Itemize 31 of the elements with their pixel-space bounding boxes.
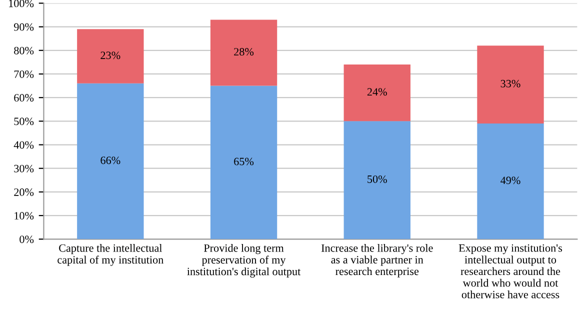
data-label: 23% <box>100 52 120 60</box>
data-label: 50% <box>368 175 387 183</box>
bar <box>344 121 410 240</box>
data-label: 24% <box>367 88 387 96</box>
x-tick-label: Capture the intellectual capital of my institution <box>58 244 164 266</box>
data-label: 33% <box>500 80 520 88</box>
data-label: 28% <box>234 48 254 56</box>
y-tick-label: 30% <box>14 164 34 172</box>
x-tick-label: Expose my institution's intellectual output to researchers around the world who would not otherwise have access <box>458 244 562 298</box>
bar <box>210 20 278 86</box>
y-tick-label: 10% <box>14 212 34 220</box>
x-tick-label: Provide long term preservation of my institution's digital output <box>187 244 301 278</box>
x-tick-label: Increase the library's role as a viable partner in research enterprise <box>321 244 433 278</box>
bar <box>77 29 144 84</box>
y-tick-label: 100% <box>9 0 34 8</box>
bar <box>477 124 544 240</box>
bar <box>77 83 144 240</box>
data-label: 66% <box>100 156 120 164</box>
y-tick-label: 20% <box>14 188 34 196</box>
y-tick-label: 40% <box>14 141 34 149</box>
y-tick-label: 0% <box>20 236 34 244</box>
bar <box>344 64 410 122</box>
y-tick-label: 80% <box>14 46 34 54</box>
bar <box>477 46 544 124</box>
y-tick-label: 60% <box>14 94 34 102</box>
y-tick-label: 50% <box>14 118 34 126</box>
data-label: 65% <box>234 158 254 166</box>
data-label: 49% <box>500 176 520 184</box>
y-tick-label: 90% <box>14 23 34 31</box>
bar <box>210 86 278 240</box>
y-tick-label: 70% <box>14 70 34 78</box>
